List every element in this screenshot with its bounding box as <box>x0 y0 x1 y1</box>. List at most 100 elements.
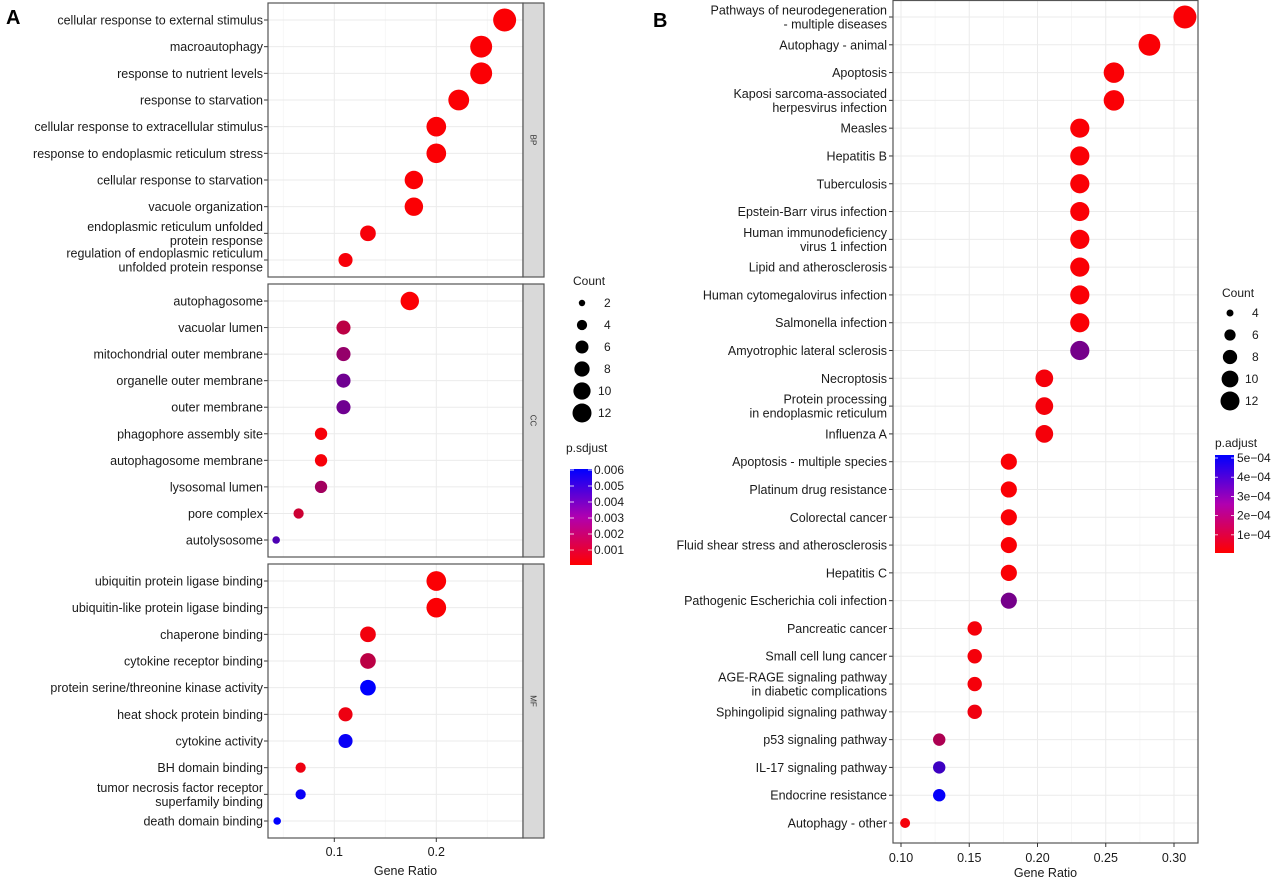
dot <box>1035 397 1054 415</box>
size-legend-label: 8 <box>604 362 611 376</box>
term-label: Pancreatic cancer <box>787 622 887 636</box>
size-legend-label: 4 <box>604 318 611 332</box>
dot-bp <box>360 225 376 242</box>
color-legend-label: 3e−04 <box>1237 489 1271 503</box>
color-legend-label: 0.001 <box>594 543 624 557</box>
x-tick-label: 0.15 <box>957 851 981 865</box>
term-label: heat shock protein binding <box>117 708 263 722</box>
term-label-line: Kaposi sarcoma-associated <box>733 87 887 101</box>
color-legend-label: 2e−04 <box>1237 509 1271 523</box>
term-label: cytokine receptor binding <box>124 655 263 669</box>
term-label: response to nutrient levels <box>117 67 263 81</box>
term-label-line: Pathogenic Escherichia coli infection <box>684 594 887 608</box>
term-label-line: Human cytomegalovirus infection <box>703 288 887 302</box>
size-legend-label: 10 <box>598 384 612 398</box>
dot-mf <box>426 571 447 591</box>
facet-strip-label: BP <box>529 135 538 146</box>
term-label-line: Colorectal cancer <box>790 511 887 525</box>
term-label: macroautophagy <box>170 40 264 54</box>
color-legend-label: 0.006 <box>594 463 624 477</box>
term-label: p53 signaling pathway <box>763 733 887 747</box>
dot-bp <box>470 35 493 58</box>
term-label-line: Hepatitis C <box>826 566 887 580</box>
dot <box>1070 146 1090 166</box>
term-label: Small cell lung cancer <box>765 650 887 664</box>
term-label-line: chaperone binding <box>160 628 263 642</box>
term-label: mitochondrial outer membrane <box>93 348 263 362</box>
size-legend-key <box>578 299 586 307</box>
facet-strip <box>522 283 545 558</box>
term-label: IL-17 signaling pathway <box>756 761 888 775</box>
size-legend-key <box>1221 370 1239 388</box>
dot <box>1070 257 1090 277</box>
size-legend-key <box>575 340 589 354</box>
term-label-line: cellular response to extracellular stimu… <box>34 120 263 134</box>
term-label: Platinum drug resistance <box>749 483 887 497</box>
size-legend-key <box>572 403 592 423</box>
term-label: vacuolar lumen <box>178 321 263 335</box>
dot <box>1103 90 1125 111</box>
term-label-line: response to nutrient levels <box>117 67 263 81</box>
size-legend-key <box>1222 349 1238 365</box>
dot <box>1000 592 1017 609</box>
term-label-line: virus 1 infection <box>800 240 887 254</box>
dot <box>1070 118 1090 138</box>
term-label-line: cellular response to starvation <box>97 174 263 188</box>
color-legend-label: 0.003 <box>594 511 624 525</box>
term-label: outer membrane <box>171 401 263 415</box>
term-label-line: Necroptosis <box>821 372 887 386</box>
dot <box>1070 340 1090 361</box>
size-legend: Count 4 6 8 10 12 <box>1220 286 1259 411</box>
dot-cc <box>272 536 280 544</box>
color-legend-label: 1e−04 <box>1237 528 1271 542</box>
dot-bp <box>426 143 447 164</box>
term-label-line: p53 signaling pathway <box>763 733 887 747</box>
term-label-line: Pancreatic cancer <box>787 622 887 636</box>
size-legend-label: 2 <box>604 296 611 310</box>
term-label: tumor necrosis factor receptorsuperfamil… <box>97 781 263 809</box>
dot-cc <box>314 427 328 440</box>
term-label-line: Autophagy - other <box>788 817 887 831</box>
facet-bp: cellular response to external stimulus ma… <box>33 2 545 278</box>
plot-area: Pathways of neurodegeneration- multiple … <box>676 0 1199 844</box>
term-label-line: autophagosome <box>173 295 263 309</box>
facet-strip <box>522 2 545 278</box>
term-label-line: ubiquitin protein ligase binding <box>95 575 263 589</box>
term-label-line: Fluid shear stress and atherosclerosis <box>676 539 887 553</box>
term-label: organelle outer membrane <box>116 374 263 388</box>
term-label-line: Pathways of neurodegeneration <box>710 4 887 18</box>
dot <box>1103 62 1125 83</box>
x-tick-label: 0.10 <box>889 851 913 865</box>
term-label-line: Endocrine resistance <box>770 789 887 803</box>
term-label: ubiquitin-like protein ligase binding <box>72 601 263 615</box>
term-label-line: superfamily binding <box>155 795 263 809</box>
dot-mf <box>338 733 353 749</box>
dot-mf <box>360 679 376 696</box>
dot-mf <box>426 597 447 618</box>
panel-b: B Pathways of neurodegeneration- multipl… <box>653 0 1271 878</box>
dot-mf <box>360 653 376 669</box>
plot-background <box>268 284 523 557</box>
term-label-line: Epstein-Barr virus infection <box>738 205 887 219</box>
term-label: cellular response to external stimulus <box>57 14 263 28</box>
term-label-line: Small cell lung cancer <box>765 650 887 664</box>
term-label-line: Apoptosis <box>832 66 887 80</box>
term-label-line: regulation of endoplasmic reticulum <box>66 247 263 261</box>
term-label-line: herpesvirus infection <box>772 101 887 115</box>
plot-background <box>893 0 1198 843</box>
term-label-line: Autophagy - animal <box>779 38 887 52</box>
dot <box>1000 453 1017 470</box>
x-tick-label: 0.1 <box>326 845 343 859</box>
dot-mf <box>273 817 281 825</box>
dot <box>1000 509 1017 526</box>
term-label-line: organelle outer membrane <box>116 374 263 388</box>
size-legend-key <box>1220 391 1240 411</box>
dot-cc <box>336 373 351 388</box>
dot <box>967 621 982 636</box>
term-label-line: lysosomal lumen <box>170 480 263 494</box>
